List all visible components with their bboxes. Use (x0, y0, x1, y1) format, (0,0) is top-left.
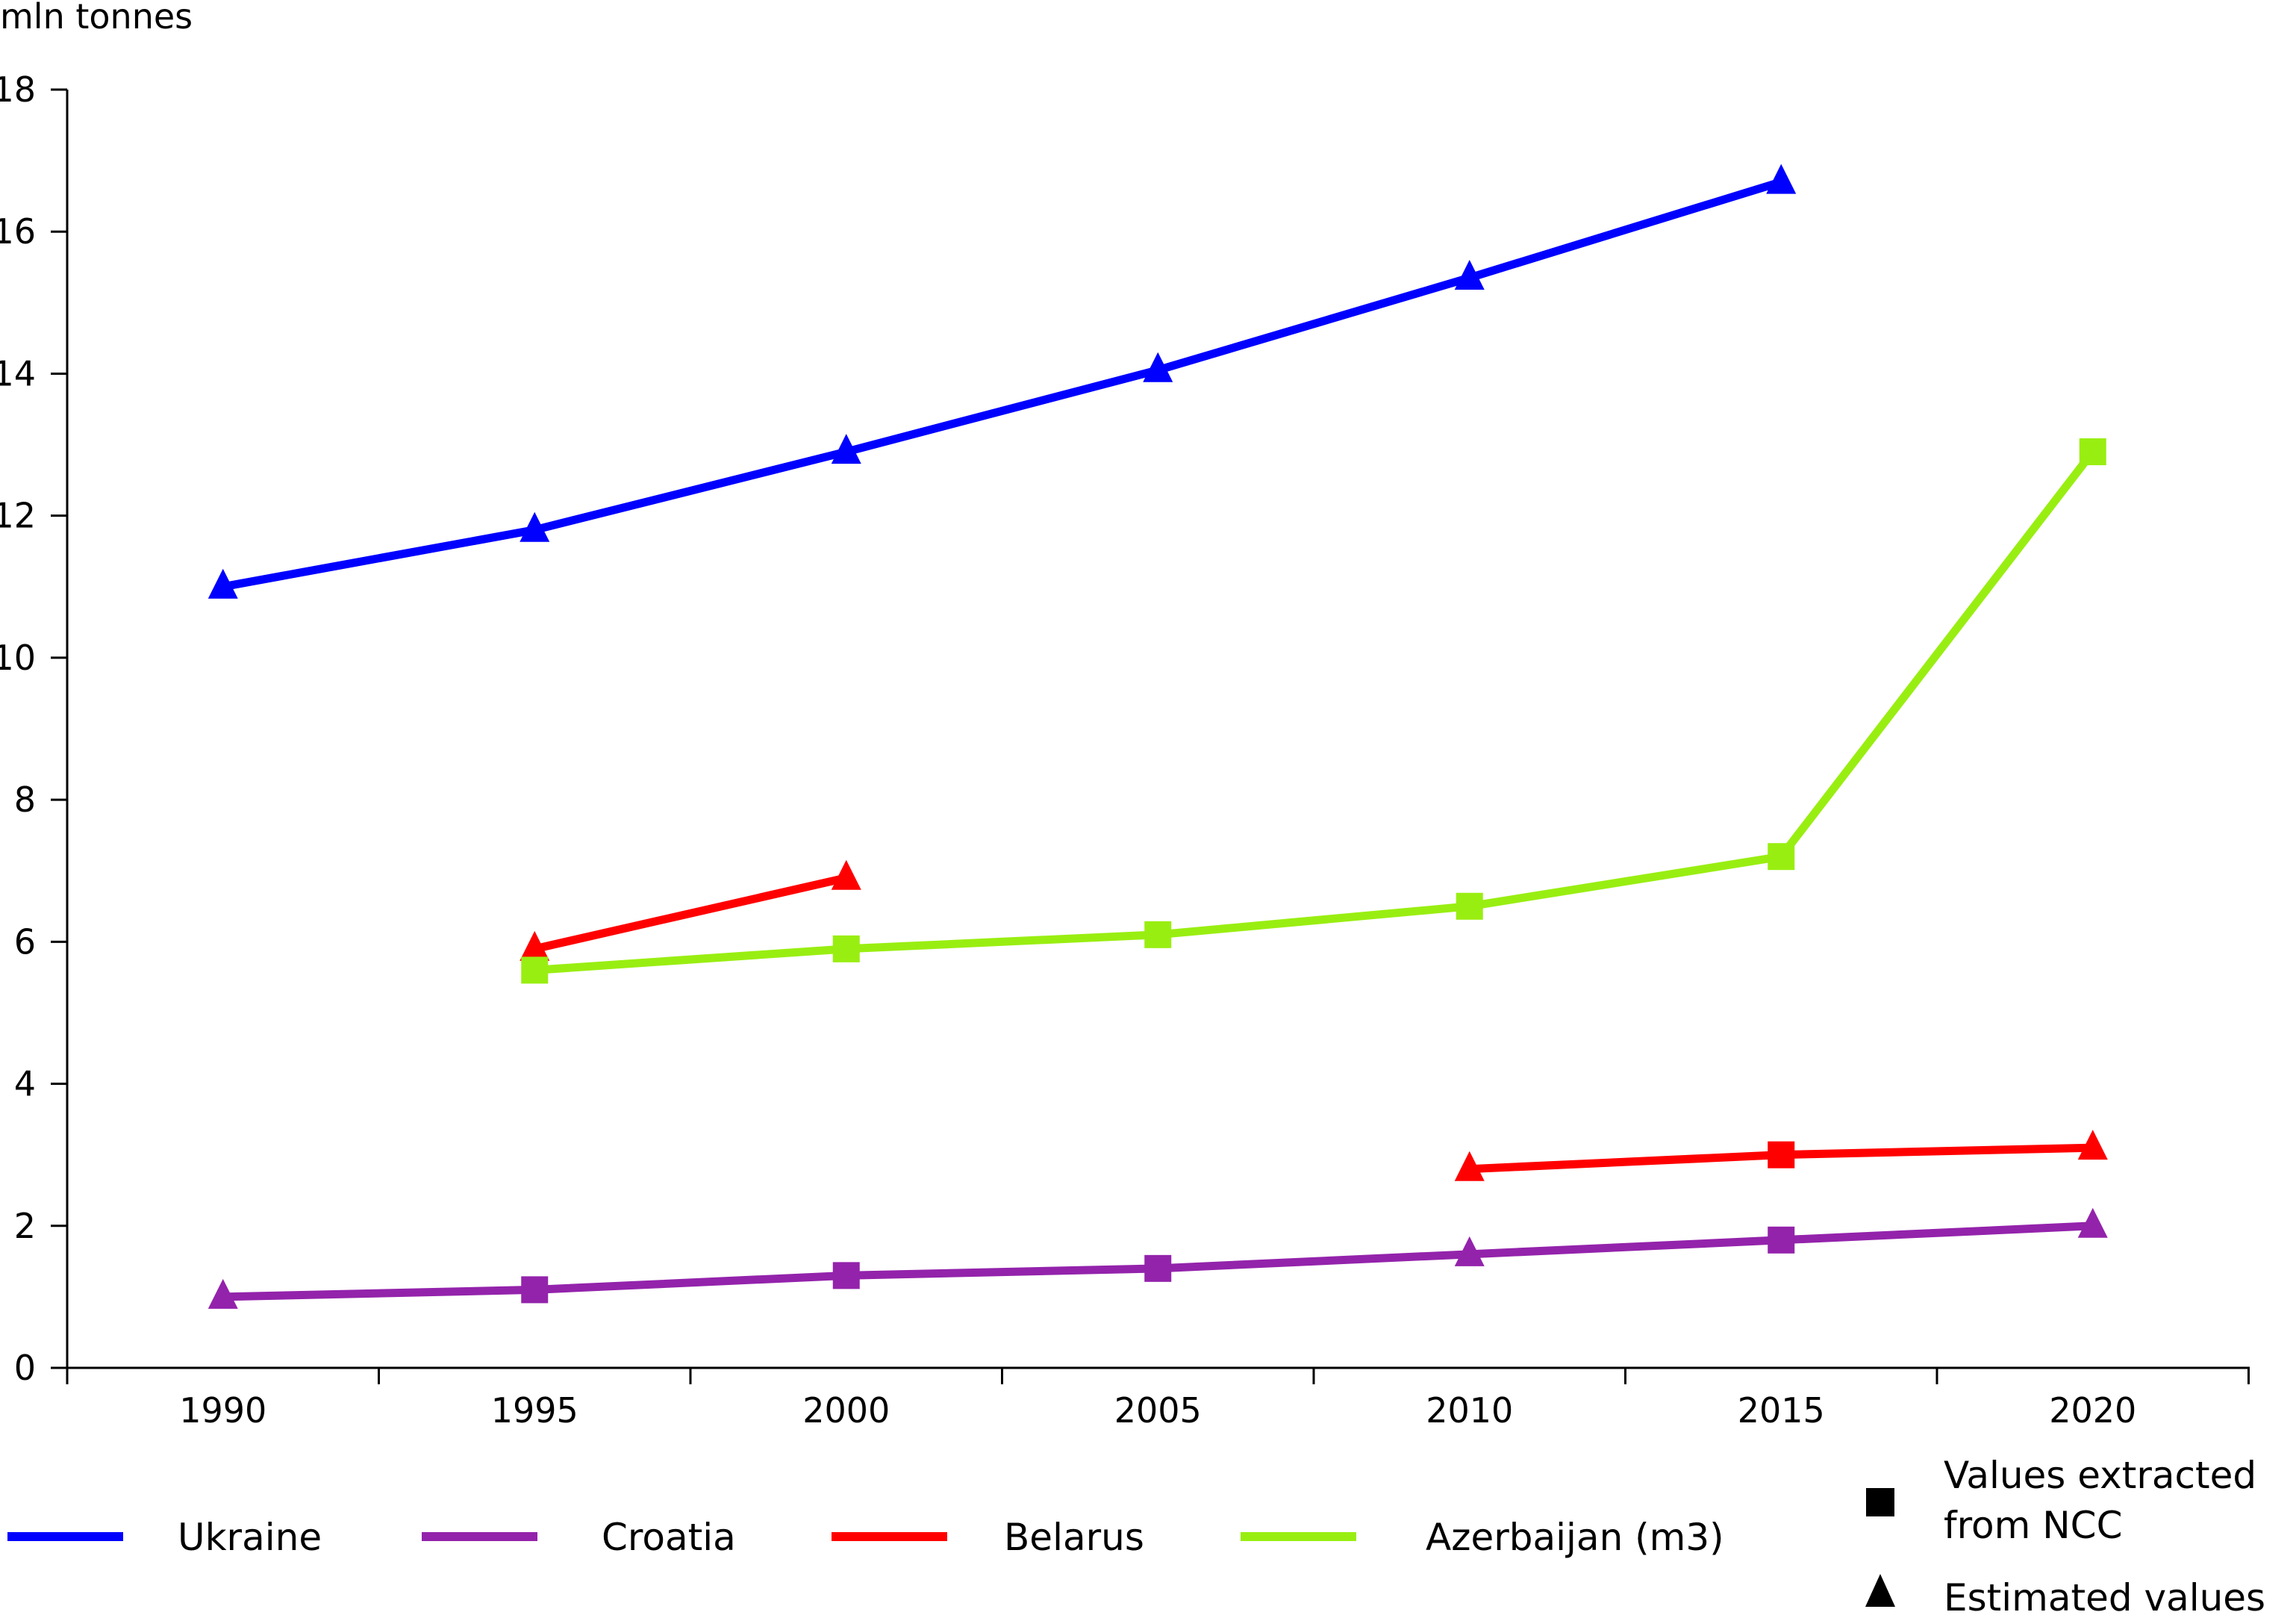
data-point-square (1768, 1226, 1795, 1254)
data-point-triangle (1143, 352, 1173, 382)
y-tick-label: 2 (14, 1206, 36, 1246)
data-point-triangle (208, 1278, 238, 1309)
axes (66, 90, 2250, 1369)
data-point-triangle (1454, 260, 1485, 290)
data-point-square (832, 935, 860, 962)
y-tick-label: 16 (0, 211, 36, 252)
series-line (530, 874, 851, 953)
data-point-square (832, 1262, 860, 1289)
series-layer (208, 164, 2108, 1309)
x-tick-label: 2015 (1738, 1390, 1825, 1431)
marker-legend: Values extracted from NCC Estimated valu… (1865, 1454, 2265, 1615)
series-line (219, 178, 1785, 591)
series-3 (521, 438, 2106, 984)
data-point-square (521, 1276, 549, 1304)
data-point-triangle (1766, 164, 1797, 194)
data-point-square (1456, 892, 1483, 920)
x-tick-label: 2010 (1426, 1390, 1513, 1431)
data-point-triangle (208, 568, 238, 599)
legend-label: Croatia (602, 1516, 736, 1559)
series-2 (520, 859, 2108, 1181)
data-point-square (1144, 921, 1172, 948)
x-tick-label: 1990 (179, 1390, 266, 1431)
data-point-square (2079, 438, 2106, 466)
y-axis-ticks: 0 2 4 6 8 10 12 14 16 18 (0, 69, 67, 1388)
data-point-square (1144, 1254, 1172, 1282)
series-1 (208, 1207, 2108, 1309)
x-tick-label: 2005 (1114, 1390, 1202, 1431)
data-point-square (521, 956, 549, 984)
y-tick-label: 4 (14, 1064, 36, 1104)
data-point-square (1768, 1141, 1795, 1169)
legend-label: Ukraine (178, 1516, 322, 1559)
data-point-triangle (831, 434, 861, 464)
y-tick-label: 8 (14, 780, 36, 820)
square-marker-label-line1: Values extracted (1944, 1454, 2256, 1497)
y-tick-label: 0 (14, 1348, 36, 1388)
triangle-marker-label: Estimated values (1944, 1576, 2265, 1615)
data-point-triangle (2077, 1207, 2108, 1238)
y-tick-label: 10 (0, 638, 36, 678)
triangle-marker-key (1865, 1574, 1895, 1607)
y-tick-label: 14 (0, 353, 36, 393)
data-point-triangle (1454, 1236, 1485, 1266)
square-marker-label-line2: from NCC (1944, 1504, 2122, 1547)
legend-label: Azerbaijan (m3) (1426, 1516, 1724, 1559)
square-marker-key (1866, 1488, 1894, 1516)
x-tick-label: 1995 (491, 1390, 578, 1431)
data-point-triangle (520, 511, 550, 542)
data-point-triangle (1454, 1151, 1485, 1181)
y-tick-label: 12 (0, 496, 36, 536)
data-point-square (1768, 843, 1795, 871)
x-tick-label: 2000 (802, 1390, 890, 1431)
series-0 (208, 164, 1797, 599)
x-tick-label: 2020 (2049, 1390, 2136, 1431)
legend-label: Belarus (1004, 1516, 1144, 1559)
y-axis-title: mln tonnes (0, 0, 193, 37)
data-point-triangle (831, 859, 861, 890)
y-tick-label: 6 (14, 921, 36, 962)
series-line (530, 447, 2097, 974)
data-point-triangle (520, 930, 550, 961)
legend: Ukraine Croatia Belarus Azerbaijan (m3) (7, 1516, 1724, 1559)
x-axis-ticks: 1990 1995 2000 2005 2010 2015 2020 (66, 1368, 2250, 1431)
data-point-triangle (2077, 1130, 2108, 1160)
y-tick-label: 18 (0, 69, 36, 110)
